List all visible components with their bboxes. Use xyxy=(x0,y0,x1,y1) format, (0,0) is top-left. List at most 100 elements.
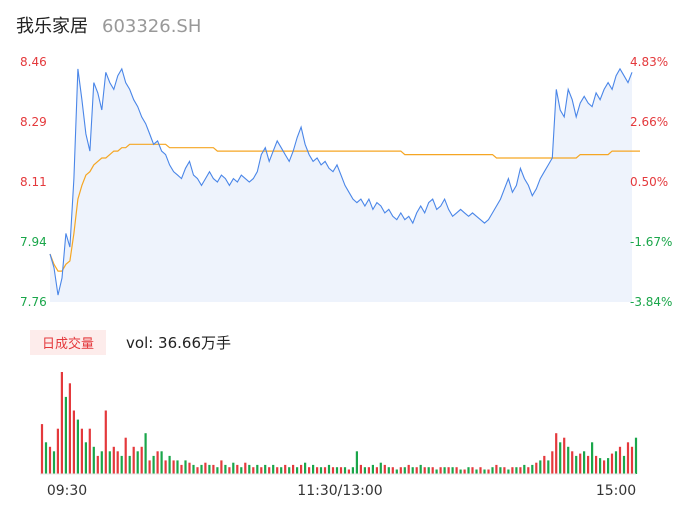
volume-bar xyxy=(527,467,530,474)
volume-bar xyxy=(319,467,323,474)
volume-bar xyxy=(630,446,634,474)
volume-bar xyxy=(614,451,618,474)
volume-bar xyxy=(351,467,354,474)
volume-bar xyxy=(403,467,406,474)
volume-bar xyxy=(467,467,470,474)
volume-bar xyxy=(48,446,52,474)
time-tick: 11:30/13:00 xyxy=(297,483,382,499)
volume-bar xyxy=(383,464,386,474)
volume-bar xyxy=(60,372,63,474)
price-tick: 8.29 xyxy=(20,115,47,129)
time-axis: 09:30 11:30/13:00 15:00 xyxy=(47,483,636,499)
volume-bar xyxy=(622,455,626,474)
volume-bar xyxy=(618,446,622,474)
volume-bar xyxy=(292,464,295,474)
volume-bar xyxy=(487,469,490,474)
volume-bar xyxy=(152,455,155,474)
volume-bar xyxy=(563,437,566,474)
volume-bar xyxy=(224,464,227,474)
volume-bar xyxy=(375,467,378,474)
volume-bar xyxy=(355,451,358,474)
volume-bar xyxy=(371,464,374,474)
volume-bar xyxy=(164,460,167,474)
volume-bar xyxy=(124,437,127,474)
volume-bar xyxy=(599,458,602,474)
volume-bar xyxy=(232,462,235,474)
volume-bar xyxy=(172,460,175,474)
volume-bar xyxy=(399,467,402,474)
volume-bar xyxy=(503,467,506,474)
time-tick: 15:00 xyxy=(596,483,636,499)
volume-bar xyxy=(610,453,614,474)
volume-bar xyxy=(523,464,526,474)
volume-bar xyxy=(208,464,211,474)
percent-tick: 2.66% xyxy=(630,115,668,129)
volume-bar xyxy=(276,467,279,474)
volume-bar xyxy=(431,467,434,474)
volume-bar xyxy=(447,467,450,474)
volume-label: vol: 36.66万手 xyxy=(126,334,232,352)
volume-bar xyxy=(88,428,91,474)
volume-bar xyxy=(56,428,59,474)
volume-bar xyxy=(363,467,366,474)
volume-bar xyxy=(140,446,143,474)
volume-bar xyxy=(244,462,247,474)
volume-bar xyxy=(96,455,99,474)
volume-bar xyxy=(64,396,67,474)
volume-bar xyxy=(439,467,442,474)
volume-badge: 日成交量 xyxy=(30,330,107,355)
volume-bar xyxy=(240,467,243,474)
percent-tick: -3.84% xyxy=(630,295,672,309)
average-price-line xyxy=(49,143,640,272)
volume-bar xyxy=(571,451,574,474)
volume-bar xyxy=(519,467,522,474)
volume-bar xyxy=(543,455,546,474)
volume-bar xyxy=(499,467,502,474)
volume-bar xyxy=(216,467,219,474)
volume-bar xyxy=(603,460,606,474)
volume-bar xyxy=(379,462,382,474)
volume-bar xyxy=(160,451,163,474)
volume-bar xyxy=(204,462,207,474)
volume-bar xyxy=(200,464,203,474)
volume-bar xyxy=(112,446,115,474)
volume-bar xyxy=(220,460,223,474)
volume-bar xyxy=(419,464,422,474)
price-tick: 8.46 xyxy=(20,55,47,69)
volume-bar xyxy=(228,467,231,474)
volume-bar xyxy=(415,467,418,474)
time-tick: 09:30 xyxy=(47,483,87,499)
price-tick: 7.76 xyxy=(20,295,47,309)
chart-header: 我乐家居 603326.SH xyxy=(16,12,201,40)
percent-tick: 0.50% xyxy=(630,175,668,189)
volume-bar xyxy=(587,455,590,474)
volume-bar xyxy=(316,467,319,474)
volume-bar xyxy=(579,453,582,474)
volume-bar xyxy=(256,464,259,474)
volume-bar xyxy=(248,464,251,474)
volume-bar xyxy=(327,464,331,474)
volume-bar xyxy=(343,467,347,474)
volume-bar xyxy=(515,467,518,474)
volume-bar xyxy=(555,433,558,474)
volume-panel xyxy=(40,372,638,474)
volume-bar xyxy=(304,462,307,474)
volume-bar xyxy=(44,442,48,474)
volume-bar xyxy=(196,467,199,474)
volume-bar xyxy=(559,442,562,474)
volume-bar xyxy=(212,464,215,474)
volume-bar xyxy=(347,469,350,474)
volume-bar xyxy=(236,464,239,474)
volume-bar xyxy=(455,467,458,474)
volume-bar xyxy=(176,460,179,474)
volume-bar xyxy=(491,467,494,474)
volume-bar xyxy=(288,467,291,474)
volume-bar xyxy=(339,467,343,474)
volume-bar xyxy=(120,455,123,474)
volume-bar xyxy=(459,469,462,474)
volume-bar xyxy=(583,451,586,474)
volume-bar xyxy=(252,467,255,474)
volume-bar xyxy=(463,469,466,474)
volume-bar xyxy=(100,451,103,474)
